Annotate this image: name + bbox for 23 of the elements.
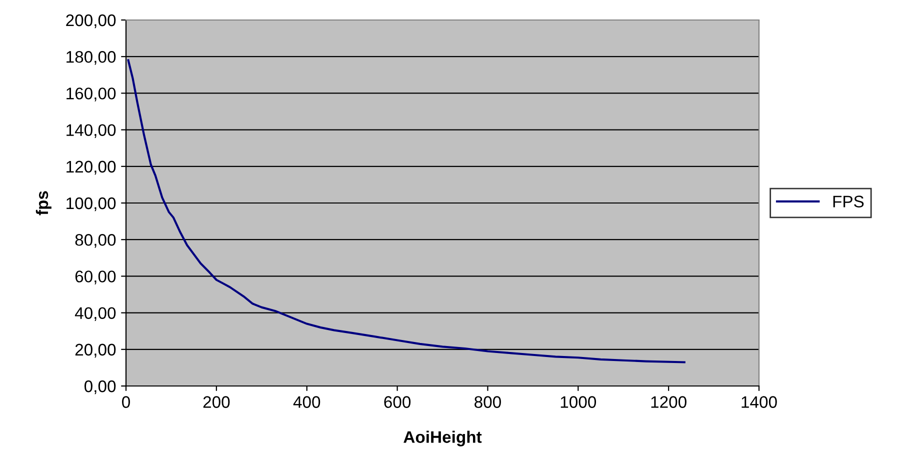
x-tick-label: 400 bbox=[293, 396, 320, 408]
y-tick-label: 140,00 bbox=[66, 124, 116, 138]
x-tick-label: 800 bbox=[474, 396, 501, 408]
y-axis-title: fps bbox=[36, 191, 52, 216]
y-tick-label: 160,00 bbox=[66, 88, 116, 102]
x-tick-label: 0 bbox=[122, 396, 130, 408]
x-tick-label: 1200 bbox=[651, 396, 686, 408]
line-series bbox=[127, 59, 686, 364]
x-tick-label: 1400 bbox=[742, 396, 777, 408]
x-tick-label: 1000 bbox=[560, 396, 596, 408]
y-tick-label: 200,00 bbox=[66, 14, 116, 28]
y-tick-label: 80,00 bbox=[75, 234, 116, 248]
x-axis-title: AoiHeight bbox=[404, 430, 482, 446]
legend-label: FPS bbox=[833, 196, 864, 208]
y-tick-label: 60,00 bbox=[75, 270, 116, 284]
y-tick-label: 120,00 bbox=[66, 160, 116, 175]
y-tick-label: 100,00 bbox=[66, 197, 116, 212]
y-tick-label: 40,00 bbox=[74, 307, 116, 321]
x-tick-label: 200 bbox=[203, 396, 230, 408]
y-tick-label: 20,00 bbox=[75, 344, 116, 358]
y-tick-label: 180,00 bbox=[66, 51, 116, 65]
y-tick-label: 0,00 bbox=[84, 380, 116, 394]
x-tick-label: 600 bbox=[384, 396, 411, 408]
